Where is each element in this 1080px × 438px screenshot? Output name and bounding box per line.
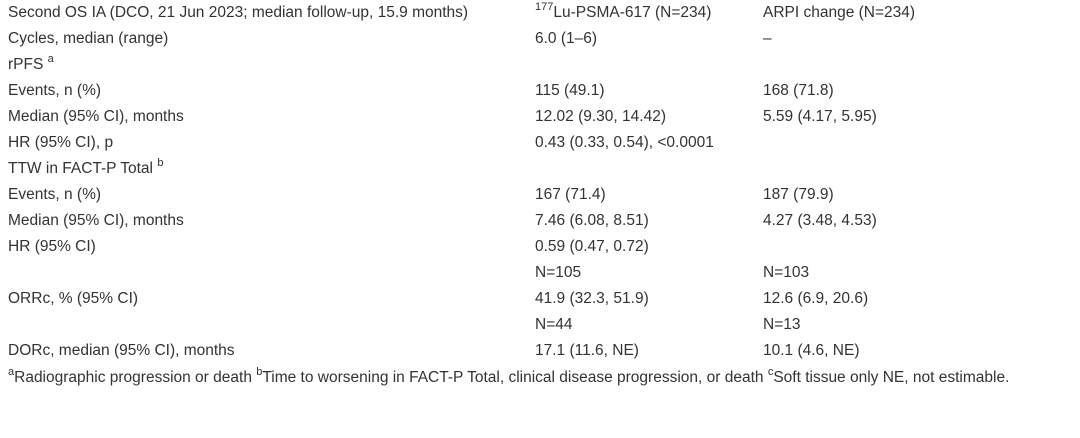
results-document: Second OS IA (DCO, 21 Jun 2023; median f… — [8, 0, 1074, 389]
header-arpi: ARPI change (N=234) — [763, 4, 916, 21]
row-label — [8, 260, 535, 286]
table-row: HR (95% CI) 0.59 (0.47, 0.72) — [8, 234, 968, 260]
row-label-text: DORc, median (95% CI), months — [8, 342, 235, 359]
table-row: Events, n (%) 167 (71.4) 187 (79.9) — [8, 182, 968, 208]
footnote-a-text: Radiographic progression or death — [14, 369, 257, 386]
row-label-text: Events, n (%) — [8, 186, 102, 203]
cell-arpi: 10.1 (4.6, NE) — [763, 342, 860, 359]
row-label-text: Events, n (%) — [8, 82, 102, 99]
cell-lu-psma: 6.0 (1–6) — [535, 30, 598, 47]
table-row: Median (95% CI), months 12.02 (9.30, 14.4… — [8, 104, 968, 130]
row-label-text: HR (95% CI) — [8, 238, 96, 255]
row-label-text: Cycles, median (range) — [8, 30, 169, 47]
row-label-text: TTW in FACT-P Total — [8, 160, 153, 177]
cell-arpi — [763, 234, 968, 260]
cell-arpi: 187 (79.9) — [763, 186, 834, 203]
row-label-text: Median (95% CI), months — [8, 212, 184, 229]
cell-arpi: 12.6 (6.9, 20.6) — [763, 290, 869, 307]
header-lu-psma: 177Lu-PSMA-617 (N=234) — [535, 0, 763, 26]
cell-lu-psma: 7.46 (6.08, 8.51) — [535, 212, 649, 229]
cell-arpi — [763, 130, 968, 156]
cell-arpi: 4.27 (3.48, 4.53) — [763, 212, 877, 229]
cell-lu-psma: 17.1 (11.6, NE) — [535, 342, 639, 359]
row-label: HR (95% CI), p — [8, 130, 535, 156]
cell-lu-psma: 0.43 (0.33, 0.54), <0.0001 — [535, 134, 714, 151]
header-isotope-superscript: 177 — [535, 0, 554, 13]
footnote-b-mark: b — [256, 365, 263, 378]
row-label-text: ORRc, % (95% CI) — [8, 290, 139, 307]
cell-arpi: N=13 — [763, 316, 801, 333]
cell-lu-psma: N=44 — [535, 316, 573, 333]
cell-arpi: N=103 — [763, 264, 810, 281]
footnote-c-text: Soft tissue only NE, not estimable. — [773, 369, 1010, 386]
row-label: rPFS a — [8, 52, 535, 78]
table-row: ORRc, % (95% CI) 41.9 (32.3, 51.9) 12.6 (6… — [8, 286, 968, 312]
cell-arpi: – — [763, 30, 772, 47]
header-lu-psma-label: Lu-PSMA-617 (N=234) — [553, 4, 712, 21]
header-analysis: Second OS IA (DCO, 21 Jun 2023; median f… — [8, 4, 469, 21]
table-row: N=105 N=103 — [8, 260, 968, 286]
cell-arpi — [763, 156, 968, 182]
cell-lu-psma: N=105 — [535, 264, 582, 281]
row-label: TTW in FACT-P Total b — [8, 156, 535, 182]
row-label-text: HR (95% CI), p — [8, 134, 114, 151]
table-row: DORc, median (95% CI), months 17.1 (11.6,… — [8, 338, 968, 364]
row-label: Events, n (%) — [8, 182, 535, 208]
cell-lu-psma: 41.9 (32.3, 51.9) — [535, 290, 649, 307]
cell-lu-psma: 12.02 (9.30, 14.42) — [535, 108, 666, 125]
row-label: Events, n (%) — [8, 78, 535, 104]
footnote-a-mark: a — [8, 365, 15, 378]
results-table: Second OS IA (DCO, 21 Jun 2023; median f… — [8, 0, 968, 364]
table-row: Events, n (%) 115 (49.1) 168 (71.8) — [8, 78, 968, 104]
table-body: Cycles, median (range) 6.0 (1–6) – rPFS a Ev… — [8, 26, 968, 364]
table-row: TTW in FACT-P Total b — [8, 156, 968, 182]
table-row: Cycles, median (range) 6.0 (1–6) – — [8, 26, 968, 52]
row-label-text: rPFS — [8, 56, 44, 73]
footnote: aRadiographic progression or death bTime… — [8, 366, 1074, 389]
cell-arpi: 168 (71.8) — [763, 82, 834, 99]
cell-lu-psma: 115 (49.1) — [535, 82, 605, 99]
row-label: ORRc, % (95% CI) — [8, 286, 535, 312]
row-label: Cycles, median (range) — [8, 26, 535, 52]
footnote-b-text: Time to worsening in FACT-P Total, clini… — [262, 369, 768, 386]
cell-arpi — [763, 52, 968, 78]
table-header-row: Second OS IA (DCO, 21 Jun 2023; median f… — [8, 0, 968, 26]
cell-arpi: 5.59 (4.17, 5.95) — [763, 108, 877, 125]
row-label: HR (95% CI) — [8, 234, 535, 260]
cell-lu-psma — [535, 52, 763, 78]
table-row: HR (95% CI), p 0.43 (0.33, 0.54), <0.0001 — [8, 130, 968, 156]
row-footnote-mark: b — [157, 156, 164, 169]
row-label: DORc, median (95% CI), months — [8, 338, 535, 364]
cell-lu-psma: 0.59 (0.47, 0.72) — [535, 238, 649, 255]
cell-lu-psma — [535, 156, 763, 182]
table-row: Median (95% CI), months 7.46 (6.08, 8.51)… — [8, 208, 968, 234]
table-row: N=44 N=13 — [8, 312, 968, 338]
row-label: Median (95% CI), months — [8, 104, 535, 130]
table-row: rPFS a — [8, 52, 968, 78]
row-label: Median (95% CI), months — [8, 208, 535, 234]
row-footnote-mark: a — [47, 52, 54, 65]
row-label-text: Median (95% CI), months — [8, 108, 184, 125]
row-label — [8, 312, 535, 338]
footnote-c-mark: c — [767, 365, 774, 378]
cell-lu-psma: 167 (71.4) — [535, 186, 606, 203]
